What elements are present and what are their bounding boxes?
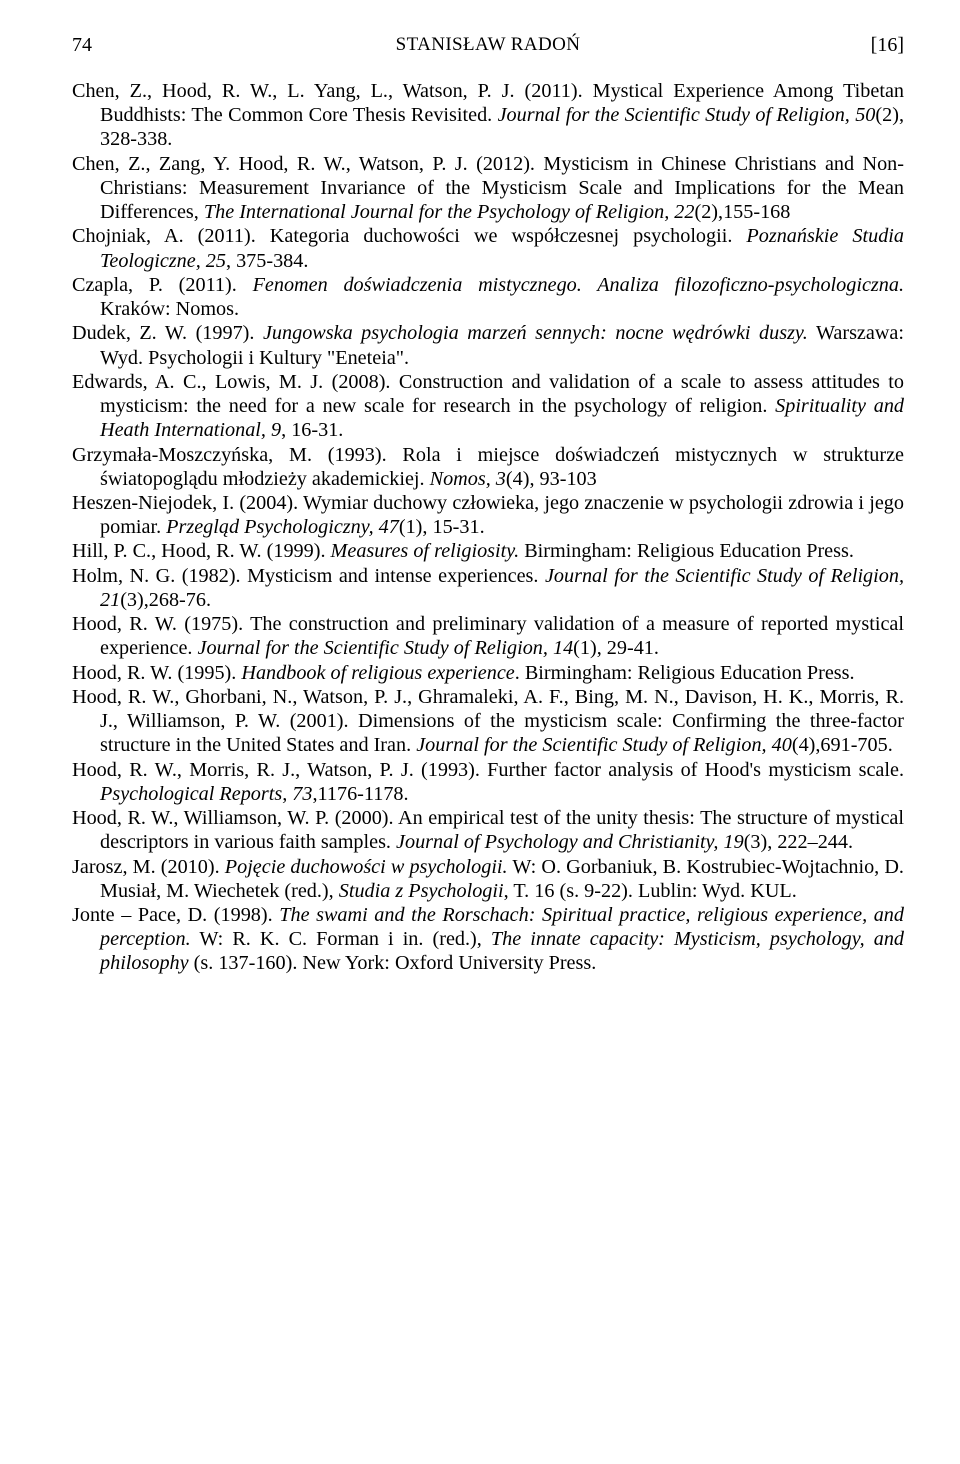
ref-source: Journal for the Scientific Study of Reli… [198, 637, 574, 659]
ref-text: Holm, N. G. (1982). Mysticism and intens… [72, 565, 545, 587]
ref-source: Measures of religiosity. [331, 540, 520, 562]
reference-entry: Hood, R. W., Morris, R. J., Watson, P. J… [72, 758, 904, 806]
ref-pages: , 375-384. [226, 250, 308, 272]
ref-pages: (3), 222–244. [744, 831, 853, 853]
reference-entry: Grzymała-Moszczyńska, M. (1993). Rola i … [72, 443, 904, 491]
ref-pages: Birmingham: Religious Education Press. [519, 540, 854, 562]
ref-source: Handbook of religious experience [241, 662, 514, 684]
reference-entry: Chen, Z., Hood, R. W., L. Yang, L., Wats… [72, 79, 904, 152]
ref-pages: , T. 16 (s. 9-22). Lublin: Wyd. KUL. [504, 880, 797, 902]
reference-entry: Heszen-Niejodek, I. (2004). Wymiar ducho… [72, 491, 904, 539]
reference-entry: Jarosz, M. (2010). Pojęcie duchowości w … [72, 855, 904, 903]
header-author: STANISŁAW RADOŃ [112, 34, 864, 56]
ref-text: Jarosz, M. (2010). [72, 856, 225, 878]
reference-entry: Hood, R. W., Ghorbani, N., Watson, P. J.… [72, 685, 904, 758]
ref-text: W: R. K. C. Forman i in. (red.), [191, 928, 491, 950]
ref-pages: Kraków: Nomos. [100, 298, 239, 320]
reference-entry: Hill, P. C., Hood, R. W. (1999). Measure… [72, 539, 904, 563]
ref-pages: (4), 93-103 [506, 468, 597, 490]
ref-pages: ,1176-1178. [313, 783, 409, 805]
ref-pages: (s. 137-160). New York: Oxford Universit… [189, 952, 597, 974]
ref-source: Jungowska psychologia marzeń sennych: no… [263, 322, 808, 344]
reference-entry: Hood, R. W., Williamson, W. P. (2000). A… [72, 806, 904, 854]
reference-entry: Jonte – Pace, D. (1998). The swami and t… [72, 903, 904, 976]
header-bracket-number: [16] [864, 34, 904, 57]
reference-entry: Hood, R. W. (1975). The construction and… [72, 612, 904, 660]
ref-text: Czapla, P. (2011). [72, 274, 253, 296]
ref-pages: , 16-31. [281, 419, 343, 441]
ref-source: Journal for the Scientific Study of Reli… [498, 104, 876, 126]
ref-text: Chojniak, A. (2011). Kategoria duchowośc… [72, 225, 746, 247]
page-number: 74 [72, 34, 112, 57]
reference-entry: Holm, N. G. (1982). Mysticism and intens… [72, 564, 904, 612]
reference-entry: Edwards, A. C., Lowis, M. J. (2008). Con… [72, 370, 904, 443]
ref-pages: (2),155-168 [694, 201, 790, 223]
ref-source: Journal for the Scientific Study of Reli… [416, 734, 792, 756]
ref-source: Pojęcie duchowości w psychologii. [225, 856, 508, 878]
ref-pages: (1), 15-31. [399, 516, 485, 538]
page: 74 STANISŁAW RADOŃ [16] Chen, Z., Hood, … [0, 0, 960, 1464]
ref-source: The International Journal for the Psycho… [204, 201, 695, 223]
reference-entry: Chen, Z., Zang, Y. Hood, R. W., Watson, … [72, 152, 904, 225]
ref-source: Journal of Psychology and Christianity, … [396, 831, 744, 853]
ref-source: Psychological Reports, 73 [100, 783, 313, 805]
ref-text: Hill, P. C., Hood, R. W. (1999). [72, 540, 331, 562]
reference-entry: Czapla, P. (2011). Fenomen doświadczenia… [72, 273, 904, 321]
ref-source: Przegląd Psychologiczny, 47 [166, 516, 399, 538]
ref-text: Dudek, Z. W. (1997). [72, 322, 263, 344]
ref-source: Fenomen doświadczenia mistycznego. Anali… [253, 274, 904, 296]
references-list: Chen, Z., Hood, R. W., L. Yang, L., Wats… [72, 79, 904, 976]
ref-text: Hood, R. W., Morris, R. J., Watson, P. J… [72, 759, 904, 781]
ref-text: Jonte – Pace, D. (1998). [72, 904, 279, 926]
ref-text: Hood, R. W. (1995). [72, 662, 241, 684]
ref-pages: (1), 29-41. [573, 637, 659, 659]
reference-entry: Dudek, Z. W. (1997). Jungowska psycholog… [72, 321, 904, 369]
ref-source: Nomos, 3 [430, 468, 506, 490]
ref-pages: . Birmingham: Religious Education Press. [515, 662, 855, 684]
ref-pages: (3),268-76. [120, 589, 211, 611]
reference-entry: Chojniak, A. (2011). Kategoria duchowośc… [72, 224, 904, 272]
page-header: 74 STANISŁAW RADOŃ [16] [72, 34, 904, 57]
reference-entry: Hood, R. W. (1995). Handbook of religiou… [72, 661, 904, 685]
ref-source: Studia z Psychologii [339, 880, 504, 902]
ref-pages: (4),691-705. [792, 734, 893, 756]
